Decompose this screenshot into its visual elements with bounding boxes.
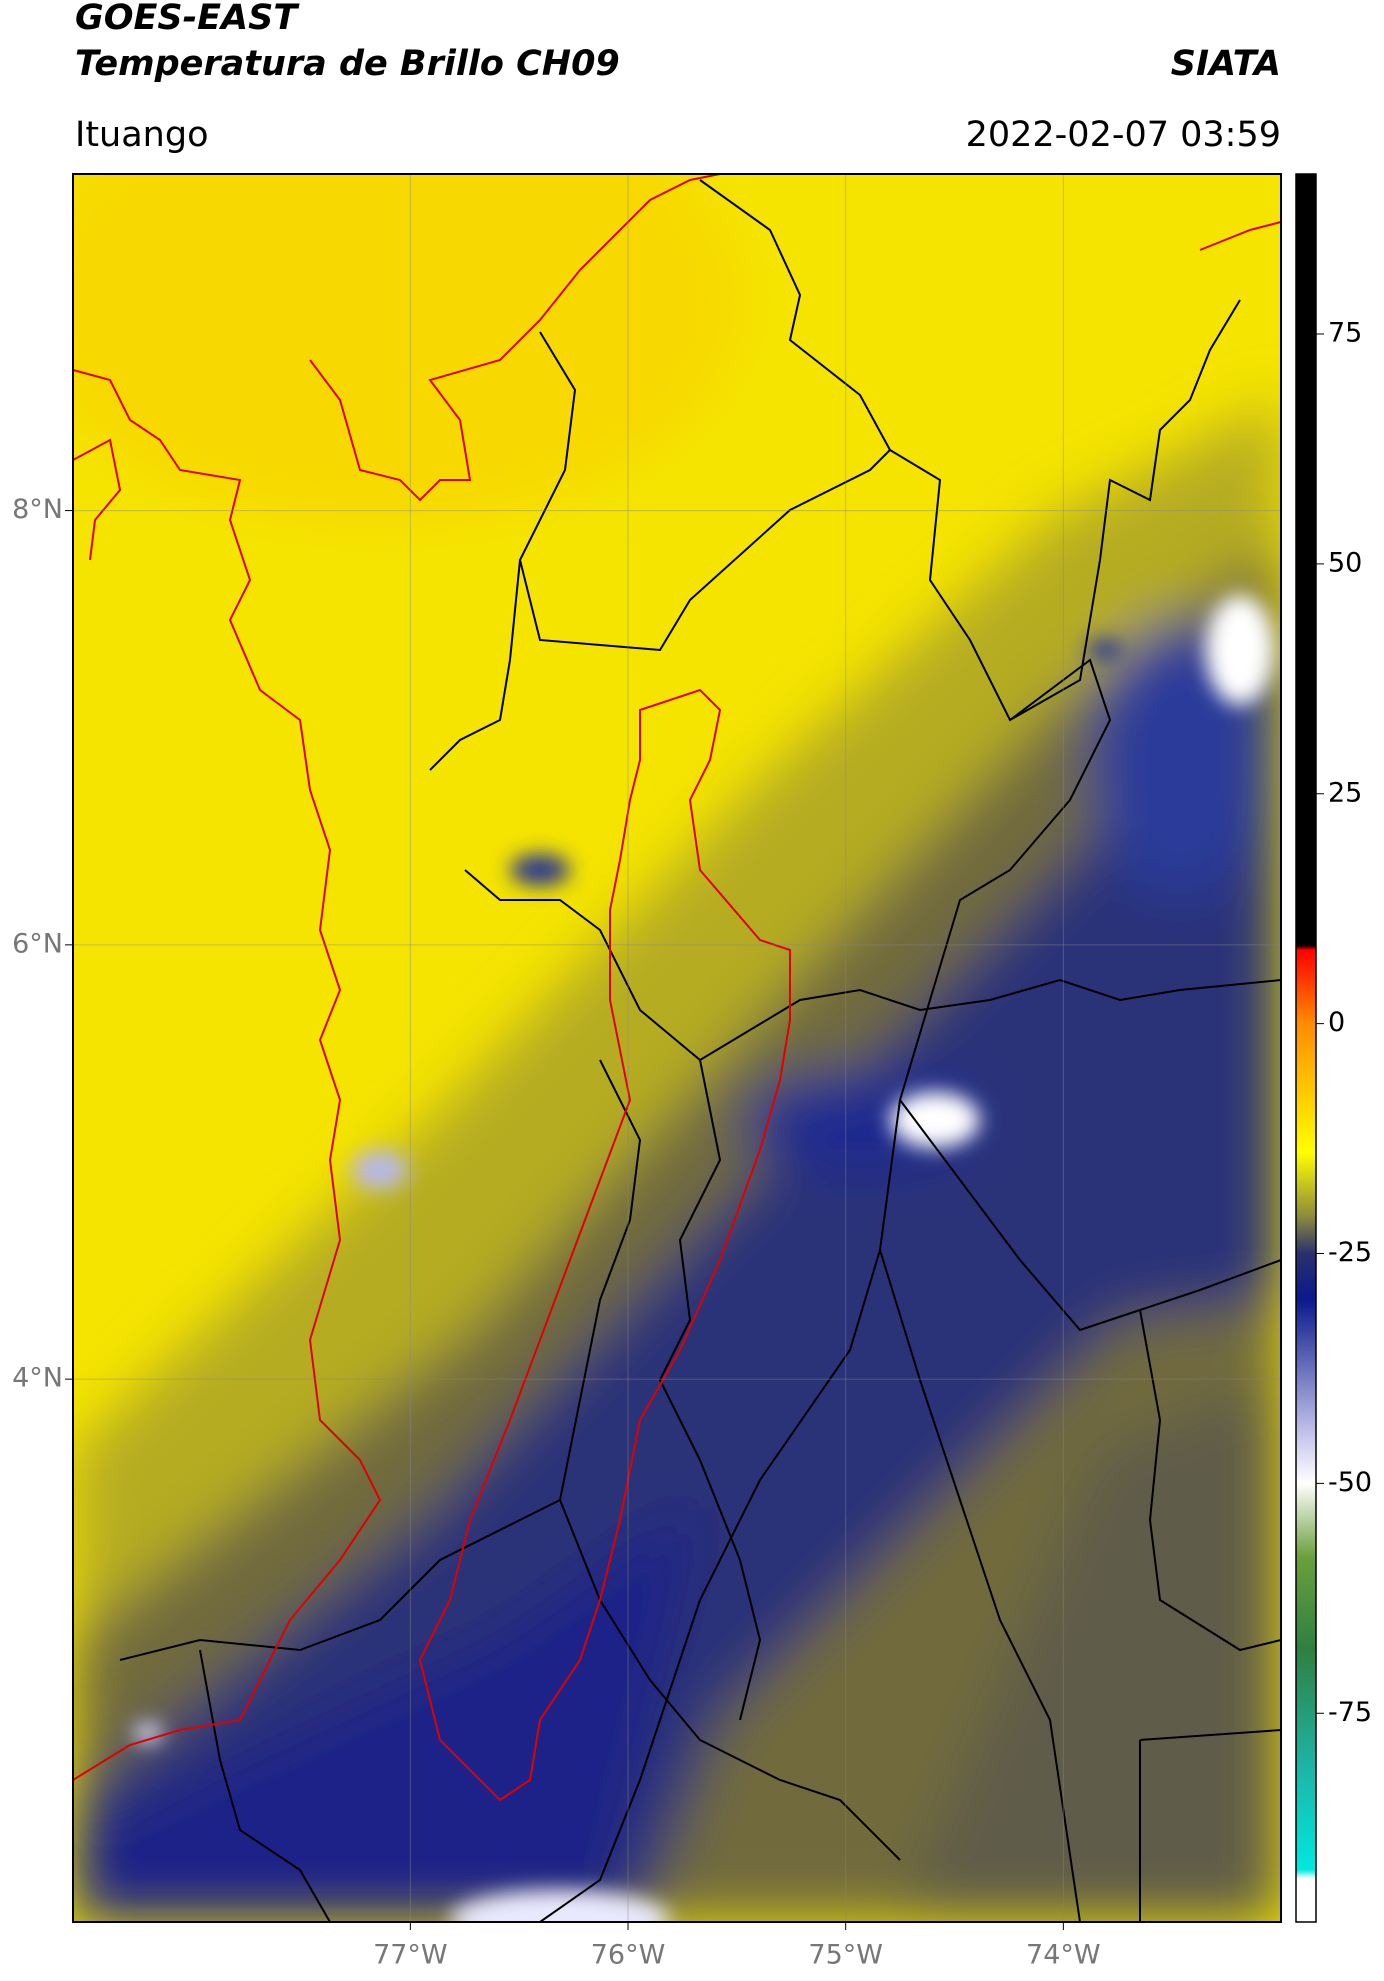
subtitle: Temperatura de Brillo CH09 — [75, 44, 620, 84]
colorbar-tick-label: 50 — [1328, 547, 1362, 578]
colorbar-tick-label: 0 — [1328, 1007, 1345, 1038]
grid — [73, 174, 1281, 1922]
x-tick-label: 75°W — [808, 1940, 883, 1971]
x-tick-label: 76°W — [591, 1940, 666, 1971]
y-tick-label: 6°N — [12, 928, 63, 959]
colorbar-tick-label: -25 — [1328, 1237, 1372, 1268]
satellite-image — [73, 174, 1281, 1922]
colorbar-tick-label: -75 — [1328, 1697, 1372, 1728]
timestamp: 2022-02-07 03:59 — [966, 115, 1281, 155]
colorbar-tick-label: -50 — [1328, 1467, 1372, 1498]
colorbar — [1295, 173, 1317, 1923]
title: GOES-EAST — [75, 0, 300, 38]
y-tick-label: 8°N — [12, 494, 63, 525]
colorbar-tick-label: 75 — [1328, 317, 1362, 348]
x-tick-label: 74°W — [1026, 1940, 1101, 1971]
location: Ituango — [75, 115, 209, 155]
colorbar-tick-label: 25 — [1328, 777, 1362, 808]
y-tick-label: 4°N — [12, 1363, 63, 1394]
x-tick-label: 77°W — [373, 1940, 448, 1971]
source: SIATA — [1171, 44, 1281, 84]
map-frame — [72, 173, 1282, 1923]
